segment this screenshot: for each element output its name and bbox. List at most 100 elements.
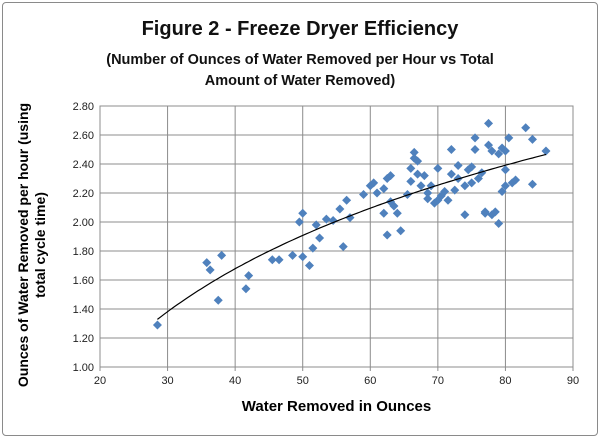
data-point <box>379 184 389 194</box>
chart-title: Figure 2 - Freeze Dryer Efficiency <box>141 18 459 40</box>
data-point <box>304 261 314 270</box>
x-tick-label: 30 <box>161 375 173 387</box>
data-point <box>460 181 470 191</box>
y-tick-label: 2.40 <box>73 159 94 171</box>
data-point <box>470 133 480 143</box>
data-point <box>294 217 304 227</box>
y-tick-label: 2.20 <box>73 188 94 200</box>
data-point <box>490 207 500 217</box>
data-point <box>504 133 514 143</box>
data-point <box>487 146 497 156</box>
data-point <box>406 163 416 173</box>
data-point <box>409 147 419 157</box>
data-point <box>467 162 477 172</box>
data-point <box>413 156 423 166</box>
data-point <box>372 188 382 198</box>
y-tick-label: 1.00 <box>73 362 94 374</box>
data-point <box>152 320 162 330</box>
data-point <box>342 195 352 205</box>
y-tick-label: 1.80 <box>73 246 94 258</box>
x-tick-label: 80 <box>499 375 511 387</box>
data-point <box>473 174 483 183</box>
y-tick-label: 1.20 <box>73 333 94 345</box>
data-point <box>359 189 369 199</box>
data-point <box>274 255 284 265</box>
trendline <box>157 153 547 320</box>
data-point <box>460 210 470 220</box>
data-point <box>480 208 490 218</box>
data-point <box>443 195 453 205</box>
y-tick-label: 1.40 <box>73 304 94 316</box>
data-point <box>446 145 456 154</box>
data-point <box>497 187 507 197</box>
data-point <box>521 123 531 133</box>
y-tick-label: 1.60 <box>73 275 94 287</box>
x-tick-label: 40 <box>229 375 241 387</box>
data-point <box>467 178 477 188</box>
data-point <box>213 295 223 305</box>
x-axis-label: Water Removed in Ounces <box>241 398 432 415</box>
data-point <box>541 146 551 156</box>
data-point <box>494 218 504 228</box>
data-point <box>500 181 510 191</box>
data-point <box>311 220 321 230</box>
data-point <box>453 160 463 170</box>
data-point <box>217 250 227 260</box>
data-point <box>321 214 331 224</box>
x-tick-label: 60 <box>364 375 376 387</box>
data-point <box>244 271 254 281</box>
data-point <box>413 169 423 179</box>
data-point <box>315 233 325 243</box>
chart-subtitle-line-2: Amount of Water Removed) <box>204 73 396 89</box>
data-point <box>392 208 402 218</box>
data-point <box>389 201 399 211</box>
data-point <box>202 258 212 268</box>
data-point <box>500 165 510 175</box>
data-point <box>477 168 487 178</box>
data-point <box>527 134 537 144</box>
data-point <box>423 194 433 204</box>
data-point <box>402 189 412 199</box>
data-point <box>298 208 308 218</box>
data-point <box>386 171 396 181</box>
data-point <box>335 204 345 214</box>
data-point <box>328 216 338 226</box>
data-point <box>369 178 379 188</box>
data-point <box>484 118 494 128</box>
x-tick-label: 90 <box>567 375 579 387</box>
data-point <box>484 140 494 150</box>
data-point <box>308 243 318 253</box>
data-point <box>379 208 389 218</box>
data-point <box>288 250 298 260</box>
data-point <box>382 230 392 240</box>
data-point <box>500 146 510 156</box>
data-point <box>511 175 521 185</box>
y-tick-label: 2.00 <box>73 217 94 229</box>
data-point <box>241 284 251 294</box>
data-point <box>470 145 480 154</box>
data-point <box>338 242 348 252</box>
data-point <box>406 176 416 186</box>
plot-area <box>99 105 574 368</box>
data-point <box>416 181 426 191</box>
data-point <box>450 185 460 195</box>
data-point <box>446 169 456 179</box>
x-tick-label: 50 <box>297 375 309 387</box>
data-point <box>419 171 429 181</box>
data-point <box>267 255 277 265</box>
data-point <box>527 179 537 189</box>
data-point <box>423 188 433 198</box>
data-point <box>440 187 450 197</box>
data-point <box>396 226 406 236</box>
x-tick-label: 70 <box>432 375 444 387</box>
data-point <box>298 252 308 262</box>
x-tick-label: 20 <box>94 375 106 387</box>
data-point <box>494 149 504 159</box>
y-tick-label: 2.60 <box>73 130 94 142</box>
chart-subtitle-line-1: (Number of Ounces of Water Removed per H… <box>106 52 494 68</box>
y-tick-label: 2.80 <box>73 101 94 113</box>
data-point <box>433 163 443 173</box>
data-point <box>205 265 215 275</box>
